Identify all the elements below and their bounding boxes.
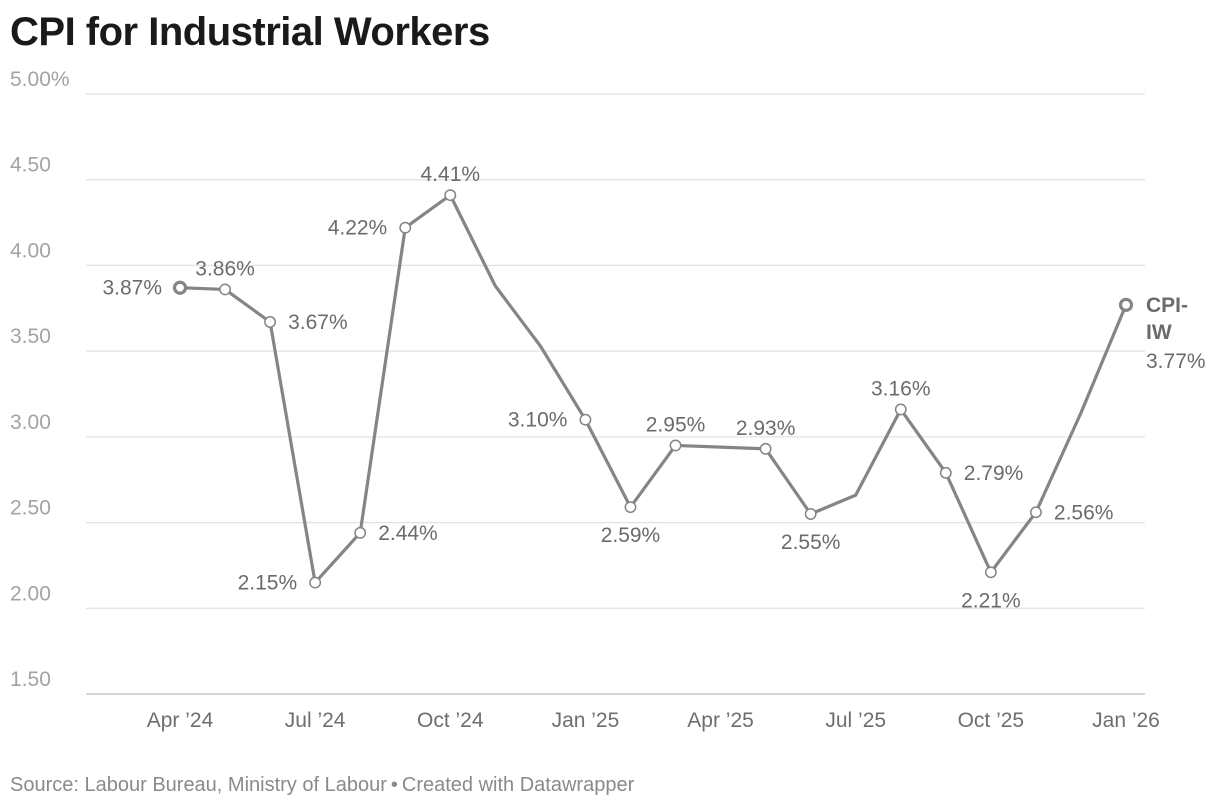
data-point	[444, 189, 457, 202]
x-tick-label: Apr ’25	[687, 709, 754, 732]
y-tick-label: 2.50	[10, 497, 51, 520]
data-point	[939, 466, 952, 479]
point-layer	[172, 189, 1134, 589]
data-label: 3.16%	[871, 377, 931, 400]
data-label: 3.86%	[195, 257, 255, 280]
series-name-label: CPI-	[1146, 294, 1188, 317]
y-tick-label: 3.00	[10, 411, 51, 434]
data-point	[984, 566, 997, 579]
data-point	[309, 576, 322, 589]
series-line-cpi-iw	[178, 193, 1128, 585]
data-label: 2.95%	[646, 413, 706, 436]
data-point	[264, 316, 277, 328]
data-point	[354, 526, 367, 539]
data-label: 2.59%	[601, 524, 661, 547]
y-tick-label: 2.00	[10, 582, 51, 605]
y-tick-label: 5.00%	[10, 68, 70, 91]
data-label: 4.22%	[328, 217, 388, 240]
line-layer	[178, 193, 1128, 585]
data-label: 3.10%	[508, 409, 568, 432]
y-tick-label: 4.50	[10, 154, 51, 177]
data-point	[219, 283, 231, 296]
data-point	[624, 501, 637, 514]
y-tick-label: 1.50	[10, 668, 51, 691]
data-label: 2.21%	[961, 589, 1021, 612]
footer-separator: •	[390, 774, 398, 796]
series-name-label: IW	[1146, 321, 1172, 344]
series-endpoint-marker	[1118, 297, 1134, 312]
data-label: 2.55%	[781, 531, 841, 554]
data-label: 2.44%	[378, 522, 438, 545]
data-point	[759, 442, 772, 455]
x-tick-label: Jul ’24	[285, 709, 346, 732]
x-tick-label: Jan ’25	[552, 709, 620, 732]
data-label: 2.79%	[964, 462, 1024, 485]
x-tick-label: Jan ’26	[1092, 709, 1160, 732]
data-point	[399, 221, 412, 234]
chart-title: CPI for Industrial Workers	[10, 10, 490, 54]
data-point	[894, 403, 907, 416]
data-label: 3.87%	[102, 277, 162, 300]
data-label: 2.56%	[1054, 501, 1114, 524]
data-label: 3.67%	[288, 311, 348, 334]
series-endpoint-marker	[172, 280, 188, 295]
x-tick-label: Apr ’24	[147, 709, 214, 732]
source-note: Source: Labour Bureau, Ministry of Labou…	[10, 774, 387, 796]
label-layer: 3.87% 3.86% 3.67% 2.15% 2.44% 4.22% 4.41% 3.10%…	[102, 163, 1205, 612]
chart-footer: Source: Labour Bureau, Ministry of Labou…	[10, 774, 634, 797]
x-tick-label: Oct ’25	[958, 709, 1025, 732]
data-label: 2.93%	[736, 417, 796, 440]
series-last-value-label: 3.77%	[1146, 350, 1206, 373]
data-point	[1029, 506, 1042, 519]
data-point	[669, 439, 682, 452]
y-tick-label: 4.00	[10, 239, 51, 262]
data-label: 4.41%	[421, 163, 481, 186]
grid-layer: 5.00% 4.50 4.00 3.50 3.00 2.50 2.00 1.50 Apr ’24…	[10, 68, 1160, 732]
data-point	[804, 508, 817, 520]
credit-note: Created with Datawrapper	[401, 774, 635, 796]
data-point	[579, 413, 592, 426]
x-tick-label: Jul ’25	[825, 709, 886, 732]
x-tick-label: Oct ’24	[417, 709, 484, 732]
y-tick-label: 3.50	[10, 325, 51, 348]
data-label: 2.15%	[238, 572, 298, 595]
